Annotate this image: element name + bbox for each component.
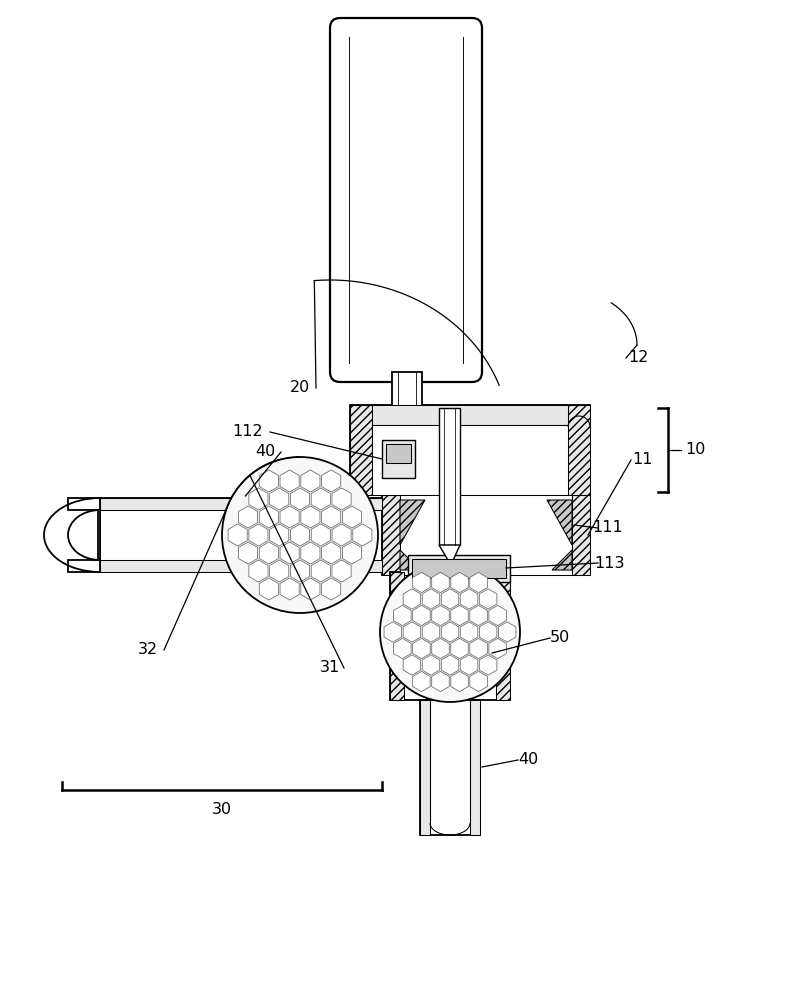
Bar — [350, 405, 590, 495]
Text: 32: 32 — [138, 643, 158, 658]
Polygon shape — [400, 500, 425, 545]
Circle shape — [380, 562, 520, 702]
Text: 12: 12 — [628, 351, 649, 365]
Bar — [382, 495, 590, 575]
Polygon shape — [552, 550, 572, 570]
Bar — [408, 555, 510, 582]
FancyBboxPatch shape — [330, 18, 482, 382]
Text: 50: 50 — [550, 631, 571, 646]
Bar — [100, 498, 382, 510]
Bar — [470, 700, 480, 835]
Bar — [350, 405, 372, 495]
Text: 40: 40 — [255, 444, 275, 460]
Bar — [386, 444, 411, 463]
Text: 30: 30 — [212, 802, 232, 818]
Text: 11: 11 — [633, 452, 653, 468]
Text: 113: 113 — [595, 556, 625, 570]
Bar — [372, 405, 568, 425]
Bar — [496, 572, 510, 700]
Text: 10: 10 — [685, 442, 705, 458]
Polygon shape — [547, 500, 572, 545]
Text: 111: 111 — [593, 520, 623, 536]
Bar — [392, 372, 422, 408]
Polygon shape — [439, 545, 460, 565]
Bar — [400, 495, 572, 575]
Text: 20: 20 — [290, 380, 310, 395]
Bar — [372, 425, 568, 495]
Polygon shape — [68, 498, 100, 572]
Bar — [420, 700, 480, 835]
Bar — [382, 440, 415, 478]
Bar — [420, 700, 430, 835]
Bar — [439, 408, 460, 545]
Bar — [412, 559, 506, 578]
Bar — [390, 572, 404, 700]
Bar — [390, 572, 510, 700]
Bar — [100, 560, 382, 572]
Circle shape — [222, 457, 378, 613]
Bar — [572, 495, 590, 575]
Text: 31: 31 — [320, 660, 340, 676]
Bar — [382, 495, 400, 575]
Text: 40: 40 — [518, 752, 538, 768]
Bar — [100, 498, 382, 572]
Bar — [568, 405, 590, 495]
Polygon shape — [400, 550, 420, 570]
Text: 112: 112 — [232, 424, 263, 440]
